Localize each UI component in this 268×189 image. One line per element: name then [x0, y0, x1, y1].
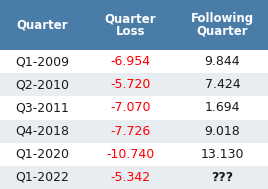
Text: Q3-2011: Q3-2011 — [15, 101, 69, 115]
Text: Quarter: Quarter — [197, 25, 248, 38]
Text: 13.130: 13.130 — [201, 148, 244, 161]
Text: 7.424: 7.424 — [205, 78, 240, 91]
Text: -5.720: -5.720 — [110, 78, 151, 91]
Bar — [0, 143, 268, 166]
Text: 1.694: 1.694 — [205, 101, 240, 115]
Text: Q1-2020: Q1-2020 — [15, 148, 69, 161]
Text: Q1-2009: Q1-2009 — [15, 55, 69, 68]
Text: Loss: Loss — [116, 25, 146, 38]
Text: -7.726: -7.726 — [110, 125, 151, 138]
Text: Q1-2022: Q1-2022 — [15, 171, 69, 184]
Text: Following: Following — [191, 12, 254, 26]
Text: Quarter: Quarter — [16, 19, 68, 32]
Text: 9.844: 9.844 — [205, 55, 240, 68]
Text: -6.954: -6.954 — [111, 55, 151, 68]
Text: -7.070: -7.070 — [110, 101, 151, 115]
Text: Q4-2018: Q4-2018 — [15, 125, 69, 138]
Bar — [0, 73, 268, 96]
Text: ???: ??? — [211, 171, 233, 184]
Bar — [0, 0, 268, 50]
Text: Q2-2010: Q2-2010 — [15, 78, 69, 91]
Text: -10.740: -10.740 — [106, 148, 155, 161]
Bar — [0, 96, 268, 120]
Text: -5.342: -5.342 — [111, 171, 151, 184]
Bar — [0, 120, 268, 143]
Text: Quarter: Quarter — [105, 12, 157, 26]
Text: 9.018: 9.018 — [204, 125, 240, 138]
Bar — [0, 50, 268, 73]
Bar — [0, 166, 268, 189]
